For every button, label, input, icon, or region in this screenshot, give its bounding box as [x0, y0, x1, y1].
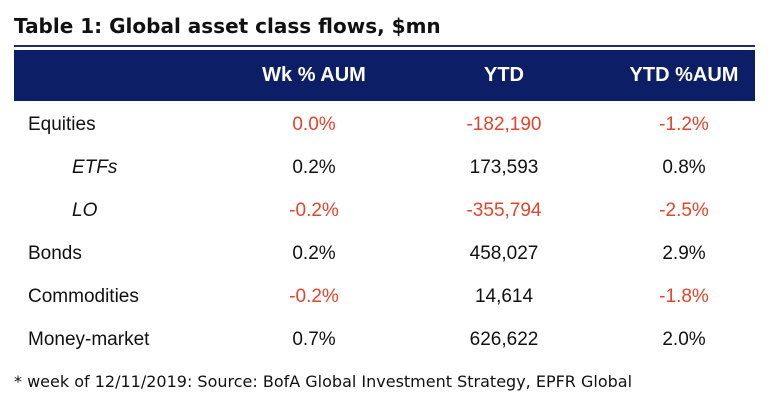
table-title: Table 1: Global asset class flows, $mn: [14, 14, 441, 38]
cell-ytd-aum: 2.0%: [662, 329, 706, 350]
column-header-wk-aum: Wk % AUM: [262, 64, 366, 86]
cell-ytd-aum: -1.2%: [659, 114, 709, 135]
source-footnote: * week of 12/11/2019: Source: BofA Globa…: [14, 372, 633, 391]
row-label: Bonds: [28, 243, 82, 264]
cell-wk-aum: 0.0%: [292, 114, 336, 135]
table-row: Equities 0.0% -182,190 -1.2%: [14, 103, 755, 146]
cell-wk-aum: 0.2%: [292, 243, 336, 264]
table-row: LO -0.2% -355,794 -2.5%: [14, 189, 755, 232]
cell-ytd: -182,190: [466, 114, 542, 135]
row-label: Money-market: [28, 329, 150, 350]
table-row: ETFs 0.2% 173,593 0.8%: [14, 146, 755, 189]
row-label: ETFs: [72, 157, 118, 178]
row-label: Commodities: [28, 286, 139, 307]
cell-ytd: 173,593: [469, 157, 539, 178]
cell-ytd: 626,622: [469, 329, 539, 350]
cell-ytd-aum: 2.9%: [662, 243, 706, 264]
row-label: Equities: [28, 114, 96, 135]
cell-ytd: 458,027: [469, 243, 539, 264]
table-header: Wk % AUM YTD YTD %AUM: [14, 50, 755, 101]
cell-ytd-aum: -1.8%: [659, 286, 709, 307]
cell-wk-aum: -0.2%: [289, 200, 339, 221]
cell-ytd: -355,794: [466, 200, 542, 221]
title-divider: [14, 45, 755, 47]
table-row: Bonds 0.2% 458,027 2.9%: [14, 232, 755, 275]
cell-ytd-aum: -2.5%: [659, 200, 709, 221]
table-row: Commodities -0.2% 14,614 -1.8%: [14, 275, 755, 318]
table-row: Money-market 0.7% 626,622 2.0%: [14, 318, 755, 361]
cell-wk-aum: 0.2%: [292, 157, 336, 178]
row-label: LO: [72, 200, 98, 221]
column-header-ytd: YTD: [484, 64, 524, 86]
cell-ytd: 14,614: [474, 286, 534, 307]
cell-wk-aum: 0.7%: [292, 329, 336, 350]
column-header-ytd-aum: YTD %AUM: [629, 64, 739, 86]
cell-ytd-aum: 0.8%: [662, 157, 706, 178]
cell-wk-aum: -0.2%: [289, 286, 339, 307]
